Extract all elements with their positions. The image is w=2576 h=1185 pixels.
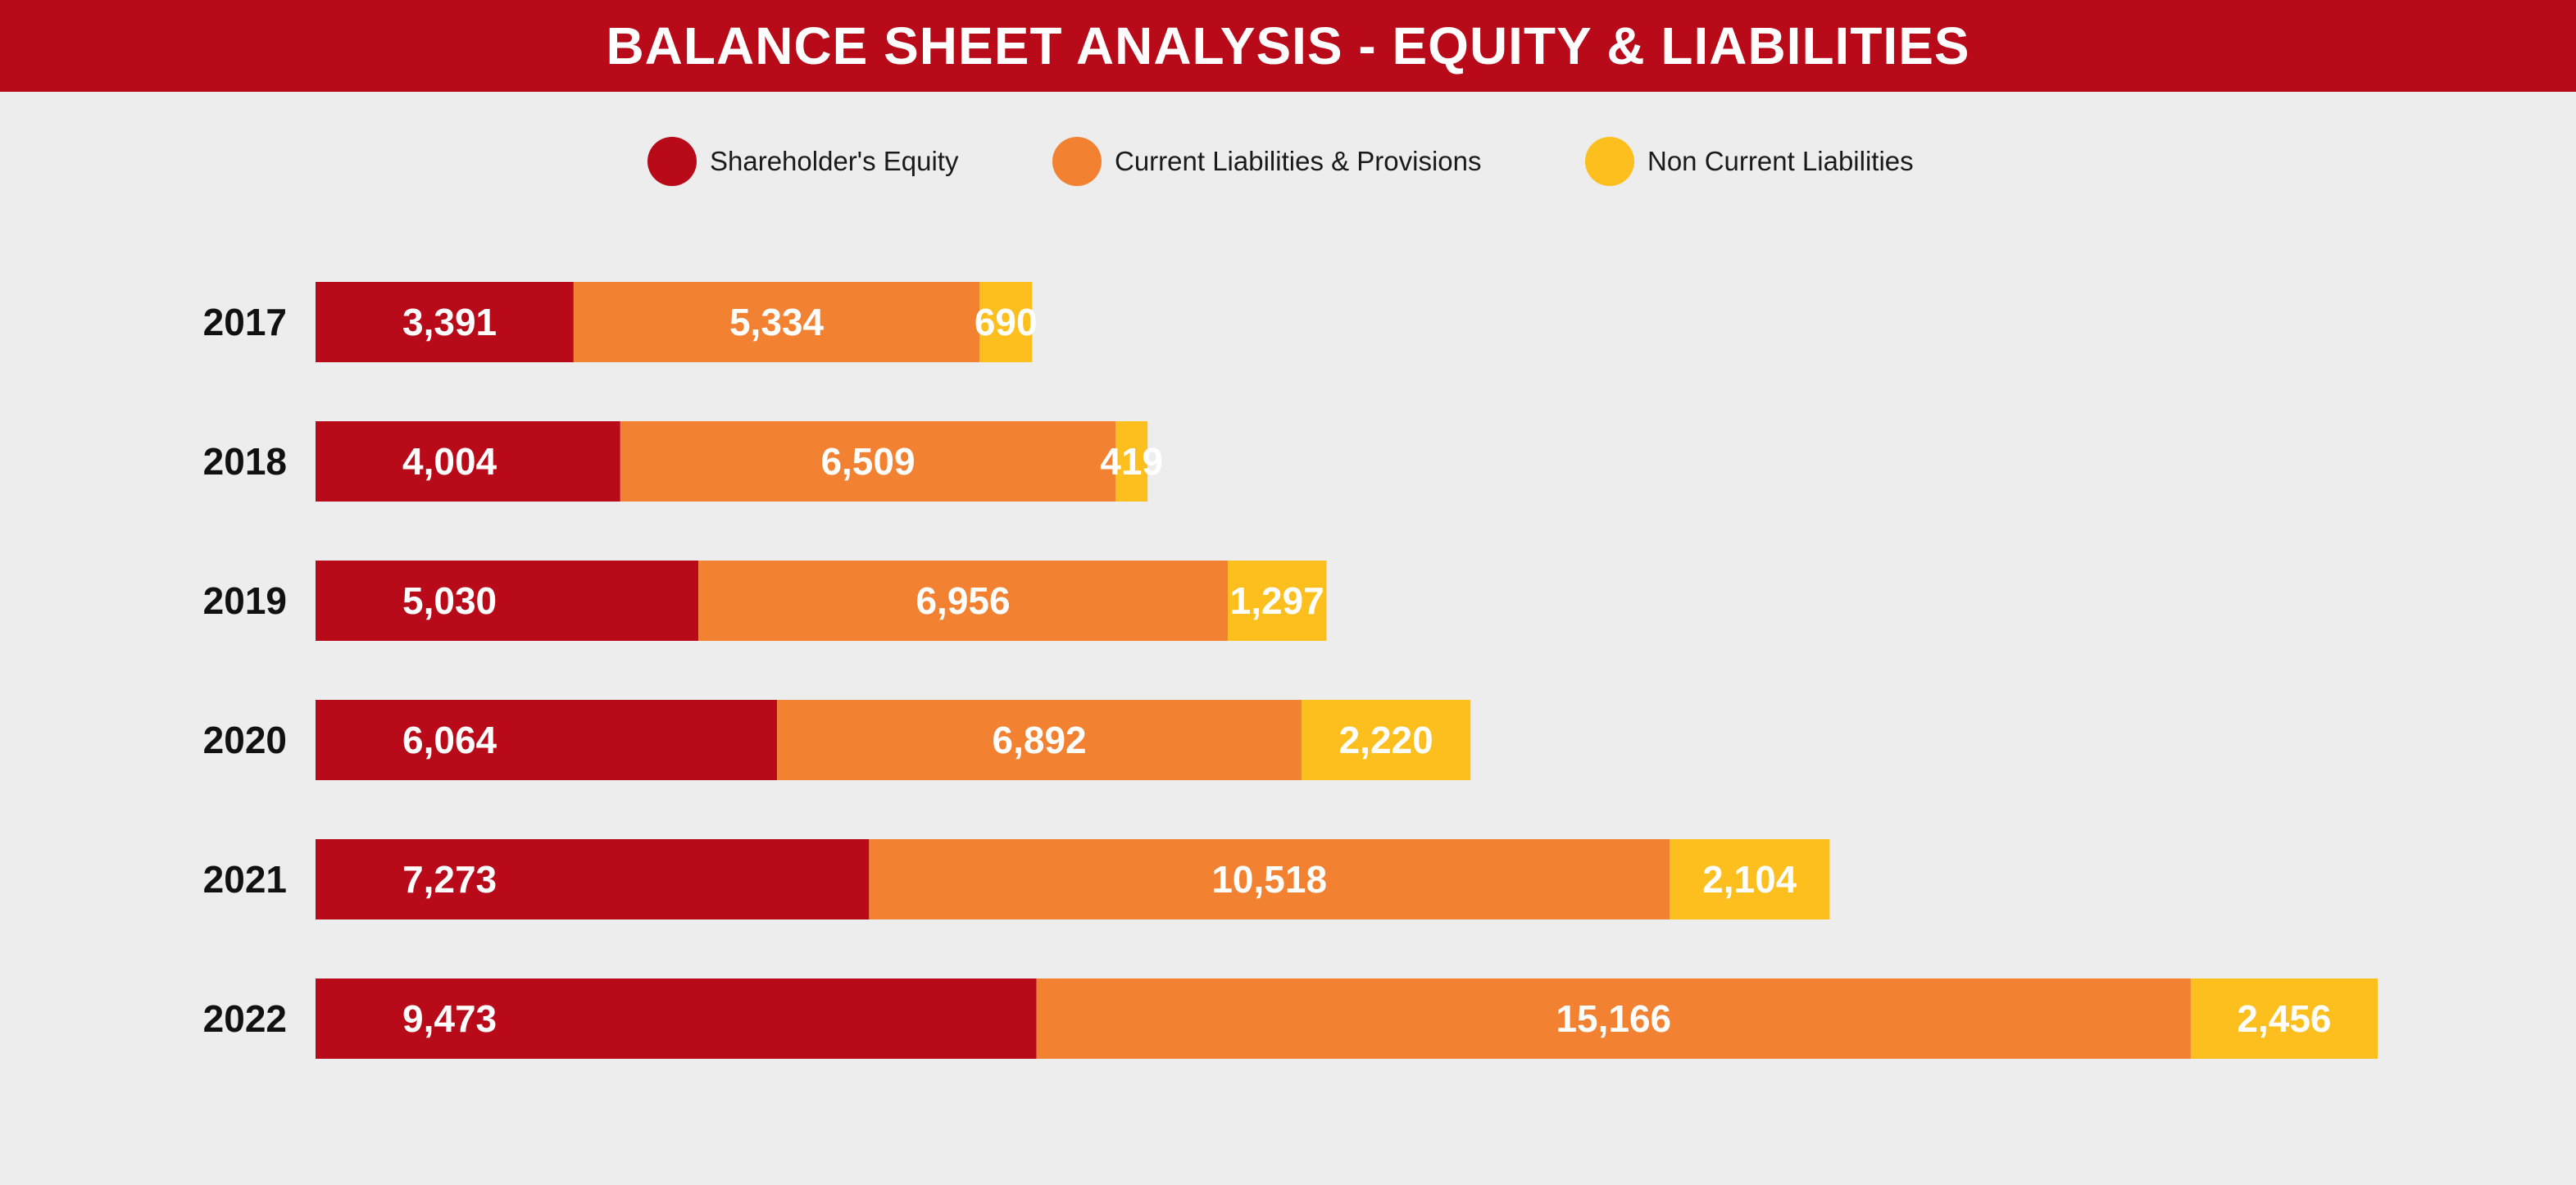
bar-segment-2020-s2 xyxy=(1302,700,1471,780)
bar-segment-2019-s0 xyxy=(316,561,699,641)
data-label-2022-s0: 9,473 xyxy=(402,997,497,1040)
legend-swatch-equity xyxy=(647,137,697,186)
data-label-2020-s2: 2,220 xyxy=(1339,719,1433,761)
data-label-2022-s2: 2,456 xyxy=(2237,997,2331,1040)
data-label-2020-s1: 6,892 xyxy=(993,719,1087,761)
data-label-2019-s0: 5,030 xyxy=(402,579,497,622)
bar-segment-2018-s1 xyxy=(620,421,1116,502)
bar-segment-2019-s1 xyxy=(698,561,1229,641)
bar-segment-2017-s1 xyxy=(573,282,980,362)
legend-label-equity: Shareholder's Equity xyxy=(710,146,959,176)
legend-label-current-liabilities: Current Liabilities & Provisions xyxy=(1115,146,1482,176)
bar-segment-2020-s1 xyxy=(777,700,1302,780)
year-label-2022: 2022 xyxy=(203,997,287,1040)
year-label-2021: 2021 xyxy=(203,858,287,901)
data-label-2017-s0: 3,391 xyxy=(402,301,497,343)
bar-segment-2020-s0 xyxy=(316,700,778,780)
legend-label-non-current-liabilities: Non Current Liabilities xyxy=(1647,146,1914,176)
data-label-2018-s1: 6,509 xyxy=(820,440,915,483)
bar-segment-2018-s0 xyxy=(316,421,620,502)
legend-item-current-liabilities: Current Liabilities & Provisions xyxy=(1052,134,1482,188)
bar-segment-2017-s2 xyxy=(979,282,1033,362)
bar-segment-2022-s0 xyxy=(316,978,1037,1059)
bar-segment-2021-s1 xyxy=(869,839,1670,919)
bar-segment-2017-s0 xyxy=(316,282,574,362)
data-label-2022-s1: 15,166 xyxy=(1556,997,1671,1040)
data-label-2021-s0: 7,273 xyxy=(402,858,497,901)
bar-segment-2018-s2 xyxy=(1115,421,1148,502)
data-label-2020-s0: 6,064 xyxy=(402,719,497,761)
data-label-2019-s2: 1,297 xyxy=(1230,579,1324,622)
chart-title: BALANCE SHEET ANALYSIS - EQUITY & LIABIL… xyxy=(606,16,1970,75)
data-label-2017-s2: 690 xyxy=(975,301,1038,343)
year-label-2020: 2020 xyxy=(203,719,287,761)
bar-segment-2022-s2 xyxy=(2190,978,2378,1059)
legend-swatch-non-current-liabilities xyxy=(1585,137,1634,186)
legend: Shareholder's Equity Current Liabilities… xyxy=(0,134,2576,188)
data-label-2018-s2: 419 xyxy=(1100,440,1163,483)
bar-segment-2022-s1 xyxy=(1036,978,2191,1059)
data-label-2018-s0: 4,004 xyxy=(402,440,497,483)
legend-item-non-current-liabilities: Non Current Liabilities xyxy=(1585,134,1914,188)
data-label-2019-s1: 6,956 xyxy=(915,579,1010,622)
data-label-2021-s1: 10,518 xyxy=(1211,858,1327,901)
bar-segment-2021-s0 xyxy=(316,839,870,919)
legend-item-equity: Shareholder's Equity xyxy=(647,134,958,188)
legend-swatch-current-liabilities xyxy=(1052,137,1102,186)
year-label-2019: 2019 xyxy=(203,579,287,622)
bar-segment-2021-s2 xyxy=(1670,839,1830,919)
title-bar: BALANCE SHEET ANALYSIS - EQUITY & LIABIL… xyxy=(0,0,2576,92)
year-label-2017: 2017 xyxy=(203,301,287,343)
data-label-2021-s2: 2,104 xyxy=(1702,858,1797,901)
data-label-2017-s1: 5,334 xyxy=(729,301,825,343)
year-label-2018: 2018 xyxy=(203,440,287,483)
bar-segment-2019-s2 xyxy=(1228,561,1327,641)
